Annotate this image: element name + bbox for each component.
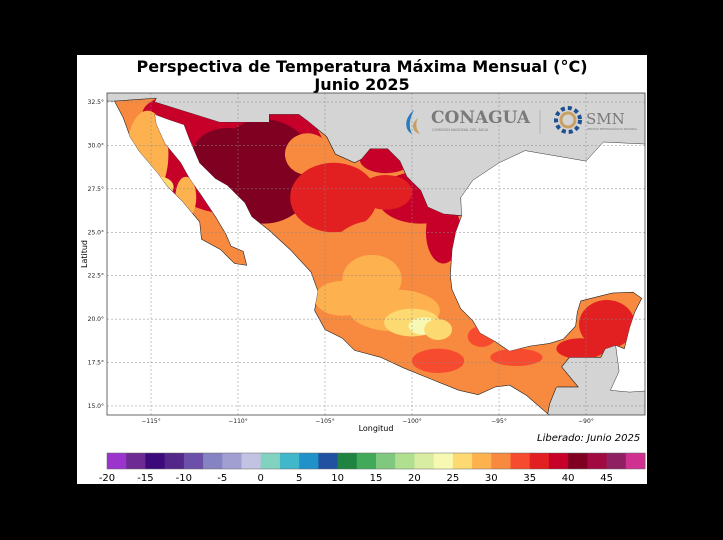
colorbar-bin (529, 453, 550, 469)
colorbar-bin (318, 453, 339, 469)
colorbar-bin (145, 453, 166, 469)
smn-logo: SMN SERVICIO METEOROLÓGICO NACIONAL (554, 106, 638, 134)
colorbar-bin (107, 453, 127, 469)
lat-tick-label: 25.0° (88, 229, 104, 236)
map-title: Perspectiva de Temperatura Máxima Mensua… (136, 57, 588, 76)
lat-tick-label: 15.0° (88, 403, 104, 410)
colorbar-tick-label: 5 (296, 473, 302, 484)
plot-frame (106, 92, 646, 416)
colorbar-tick-label: 30 (485, 473, 498, 484)
colorbar-tick-label: 40 (562, 473, 575, 484)
temperature-zone (519, 364, 562, 393)
temperature-zone (556, 338, 606, 360)
conagua-logo: CONAGUA COMISIÓN NACIONAL DEL AGUA (406, 108, 541, 134)
colorbar-bin (548, 453, 569, 469)
colorbar-bin (606, 453, 627, 469)
temperature-zone (284, 133, 331, 175)
colorbar-bin (376, 453, 396, 469)
lat-tick-label: 32.5° (88, 99, 104, 106)
conagua-text: CONAGUA (431, 108, 531, 128)
temperature-zone (424, 319, 453, 340)
colorbar-tick-label: -5 (217, 473, 227, 484)
colorbar-bin (164, 453, 185, 469)
colorbar-tick-label: 10 (331, 473, 344, 484)
lat-tick-label: 30.0° (88, 142, 104, 149)
temperature-zone (490, 348, 543, 367)
colorbar-bin (260, 453, 281, 469)
colorbar-bin (241, 453, 262, 469)
colorbar-bin (433, 453, 454, 469)
lat-tick-label: 22.5° (88, 273, 104, 280)
temperature-zone (192, 128, 263, 181)
colorbar-bin (126, 453, 146, 469)
colorbar-tick-label: -10 (176, 473, 192, 484)
lon-tick-label: −100° (402, 418, 421, 425)
colorbar-bin (625, 453, 646, 469)
temperature-zone (412, 348, 465, 373)
lon-tick-label: −105° (315, 418, 334, 425)
temperature-zone (290, 162, 378, 233)
colorbar-bin (299, 453, 319, 469)
y-axis-label: Latitud (80, 240, 89, 268)
smn-text: SMN (586, 110, 625, 128)
colorbar-bin (568, 453, 588, 469)
colorbar-tick-label: -15 (137, 473, 153, 484)
conagua-subtext: COMISIÓN NACIONAL DEL AGUA (432, 127, 489, 132)
colorbar-bin (279, 453, 300, 469)
release-date: Liberado: Junio 2025 (537, 433, 641, 444)
colorbar-tick-label: 45 (600, 473, 613, 484)
colorbar-tick-label: 25 (446, 473, 459, 484)
colorbar-bin (183, 453, 204, 469)
lon-tick-label: −115° (141, 418, 160, 425)
colorbar-tick-label: 0 (258, 473, 264, 484)
colorbar-bin (395, 453, 415, 469)
lat-tick-label: 20.0° (88, 316, 104, 323)
colorbar-tick-label: 20 (408, 473, 421, 484)
colorbar-tick-label: 15 (370, 473, 383, 484)
smn-subtext: SERVICIO METEOROLÓGICO NACIONAL (587, 126, 638, 131)
x-axis-label: Longitud (359, 424, 394, 433)
colorbar-bin (356, 453, 377, 469)
colorbar-bin (472, 453, 492, 469)
lon-tick-label: −90° (578, 418, 594, 425)
colorbar-bin (452, 453, 473, 469)
colorbar-bin (414, 453, 435, 469)
map-subtitle: Junio 2025 (314, 75, 410, 94)
colorbar-bin (587, 453, 608, 469)
colorbar-bin (337, 453, 358, 469)
colorbar-bin (222, 453, 242, 469)
lon-tick-label: −110° (228, 418, 247, 425)
colorbar-bin (510, 453, 531, 469)
colorbar-tick-label: -20 (99, 473, 115, 484)
temperature-zone (359, 174, 412, 210)
colorbar: -20 -15 -10 -5 0 5 10 15 20 25 30 35 40 45 (99, 452, 646, 484)
colorbar-bin (203, 453, 223, 469)
lat-tick-label: 17.5° (88, 360, 104, 367)
colorbar-frame (106, 452, 646, 470)
colorbar-tick-label: 35 (523, 473, 536, 484)
colorbar-bin (491, 453, 511, 469)
temperature-zone (579, 300, 635, 349)
lon-tick-label: −95° (491, 418, 507, 425)
lat-tick-label: 27.5° (88, 186, 104, 193)
